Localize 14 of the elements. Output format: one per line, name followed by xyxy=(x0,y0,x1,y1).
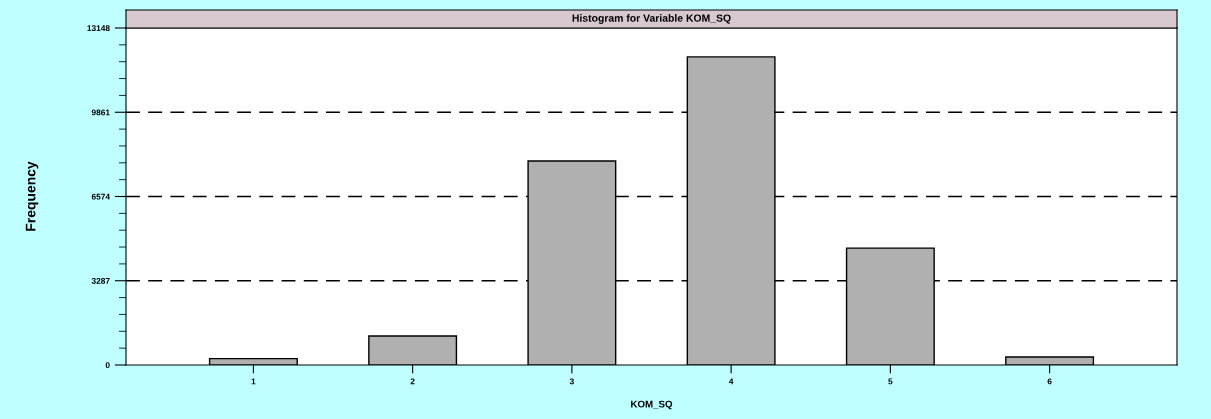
x-tick-label: 2 xyxy=(410,378,415,385)
x-tick-label: 6 xyxy=(1047,378,1052,385)
y-axis-title: Frequency xyxy=(25,161,39,231)
y-tick-label: 0 xyxy=(105,362,110,369)
y-tick-label: 3287 xyxy=(91,277,110,284)
y-tick-label: 9861 xyxy=(91,109,110,116)
x-axis-title: KOM_SQ xyxy=(631,400,673,410)
chart-title: Histogram for Variable KOM_SQ xyxy=(572,14,731,24)
y-tick-label: 6574 xyxy=(91,193,110,200)
x-tick-label: 3 xyxy=(569,378,574,385)
x-tick-label: 4 xyxy=(728,378,734,385)
x-tick-label: 1 xyxy=(251,378,256,385)
x-tick-label: 5 xyxy=(888,378,893,385)
y-tick-label: 13148 xyxy=(87,25,110,32)
